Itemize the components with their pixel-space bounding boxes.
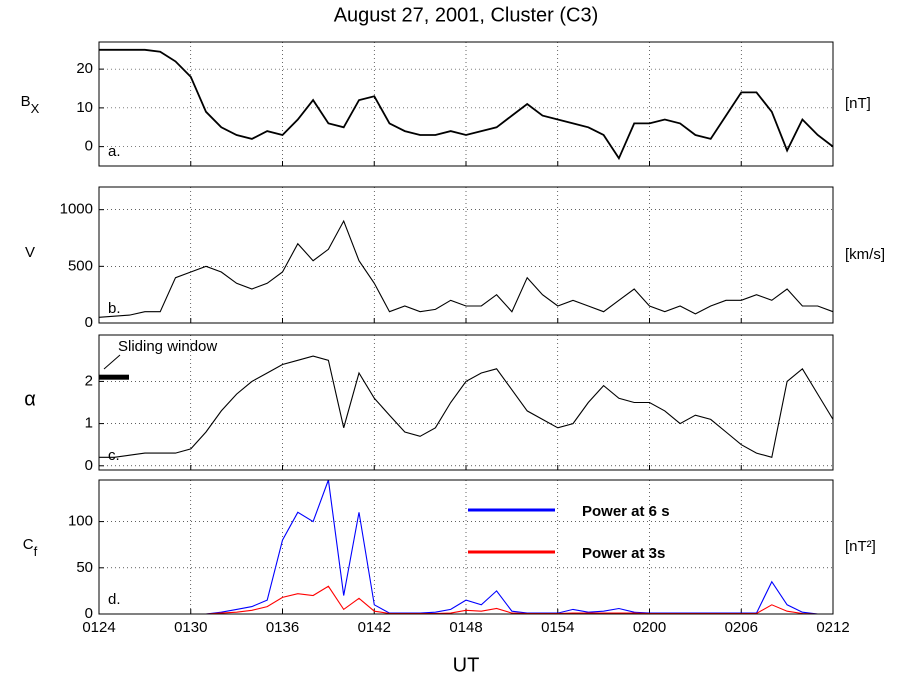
- x-tick-label: 0154: [541, 619, 574, 636]
- y-axis-label: V: [25, 244, 35, 261]
- panel-label: b.: [108, 300, 121, 317]
- y-tick-label: 0: [85, 138, 93, 155]
- y-axis-label-main: α: [24, 389, 36, 411]
- y-tick-label: 2: [85, 372, 93, 389]
- y-tick-label: 10: [76, 99, 93, 116]
- legend-label: Power at 6 s: [582, 503, 670, 520]
- plot-frame: [98, 41, 834, 167]
- x-tick-label: 0124: [82, 619, 115, 636]
- plot-frame: [98, 334, 834, 471]
- plot-frame: [98, 186, 834, 324]
- x-tick-label: 0212: [816, 619, 849, 636]
- x-axis-label: UT: [453, 654, 480, 676]
- x-tick-label: 0206: [725, 619, 758, 636]
- x-tick-label: 0136: [266, 619, 299, 636]
- y-axis-label: α: [24, 389, 36, 411]
- y-axis-label-subscript: f: [34, 544, 38, 559]
- panel-label: a.: [108, 143, 121, 160]
- x-tick-label: 0148: [449, 619, 482, 636]
- y-tick-label: 1000: [60, 201, 93, 218]
- y-tick-label: 50: [76, 559, 93, 576]
- chart-title: August 27, 2001, Cluster (C3): [334, 4, 599, 26]
- panel-label: c.: [108, 447, 120, 464]
- unit-label: [nT²]: [845, 538, 876, 555]
- data-line: [99, 355, 834, 458]
- y-tick-label: 1: [85, 415, 93, 432]
- y-axis-label-main: C: [23, 536, 34, 553]
- unit-label: [km/s]: [845, 246, 885, 263]
- annotation: Sliding window: [118, 338, 217, 355]
- y-tick-label: 0: [85, 314, 93, 331]
- sliding-window-bar: [99, 374, 129, 380]
- y-axis-label: BX: [21, 93, 40, 116]
- y-axis-label-main: V: [25, 244, 35, 261]
- x-tick-label: 0142: [358, 619, 391, 636]
- unit-label: [nT]: [845, 95, 871, 112]
- x-tick-label: 0130: [174, 619, 207, 636]
- legend-label: Power at 3s: [582, 545, 665, 562]
- panel-label: d.: [108, 591, 121, 608]
- x-tick-label: 0200: [633, 619, 666, 636]
- y-axis-label-subscript: X: [31, 101, 40, 116]
- plot-frame: [98, 479, 834, 615]
- data-line: [98, 219, 834, 318]
- y-tick-label: 0: [85, 457, 93, 474]
- annotation-pointer: [103, 354, 121, 370]
- y-tick-label: 0: [85, 605, 93, 622]
- y-tick-label: 500: [68, 257, 93, 274]
- y-tick-label: 20: [76, 60, 93, 77]
- y-axis-label: Cf: [23, 536, 38, 559]
- data-line: [99, 48, 834, 161]
- y-tick-label: 100: [68, 513, 93, 530]
- y-axis-label-main: B: [21, 93, 31, 110]
